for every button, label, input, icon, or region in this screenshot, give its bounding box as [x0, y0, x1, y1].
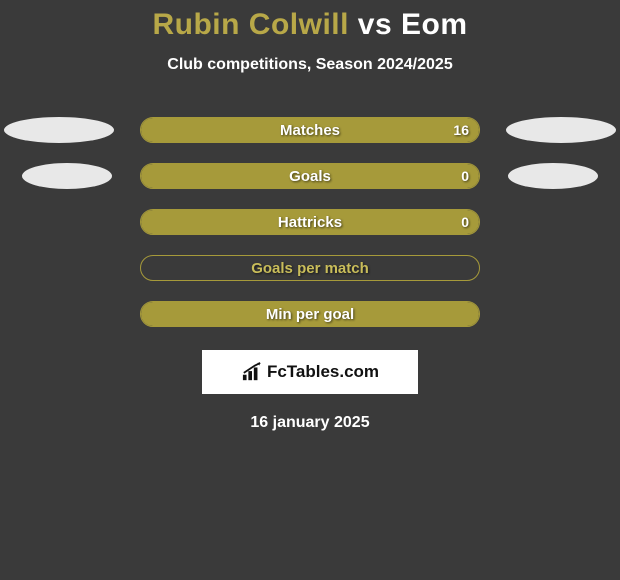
stat-label: Min per goal	[266, 306, 354, 323]
stat-row-min-per-goal: Min per goal	[0, 300, 620, 328]
vs-text: vs	[349, 8, 401, 41]
page-title: Rubin Colwill vs Eom	[0, 8, 620, 42]
brand-badge: FcTables.com	[202, 350, 418, 394]
stat-bar: Hattricks 0	[140, 209, 480, 235]
date-label: 16 january 2025	[0, 414, 620, 432]
right-ellipse	[508, 163, 598, 189]
stat-value: 0	[461, 168, 469, 184]
stats-rows: Matches 16 Goals 0 Hattricks 0	[0, 116, 620, 328]
stat-bar: Matches 16	[140, 117, 480, 143]
stat-bar: Goals 0	[140, 163, 480, 189]
left-ellipse	[4, 117, 114, 143]
stat-row-hattricks: Hattricks 0	[0, 208, 620, 236]
stat-bar: Goals per match	[140, 255, 480, 281]
stat-row-matches: Matches 16	[0, 116, 620, 144]
left-ellipse	[22, 163, 112, 189]
stat-label: Hattricks	[278, 214, 342, 231]
right-ellipse	[506, 117, 616, 143]
brand-name: FcTables.com	[267, 362, 379, 382]
stat-label: Goals per match	[251, 260, 369, 277]
player2-name: Eom	[401, 8, 468, 41]
player1-name: Rubin Colwill	[152, 8, 348, 41]
stat-value: 0	[461, 214, 469, 230]
bar-chart-icon	[241, 362, 263, 382]
stat-value: 16	[453, 122, 469, 138]
subtitle: Club competitions, Season 2024/2025	[0, 56, 620, 74]
stat-label: Goals	[289, 168, 331, 185]
stat-label: Matches	[280, 122, 340, 139]
stats-infographic: Rubin Colwill vs Eom Club competitions, …	[0, 0, 620, 432]
stat-row-goals-per-match: Goals per match	[0, 254, 620, 282]
stat-row-goals: Goals 0	[0, 162, 620, 190]
stat-bar: Min per goal	[140, 301, 480, 327]
